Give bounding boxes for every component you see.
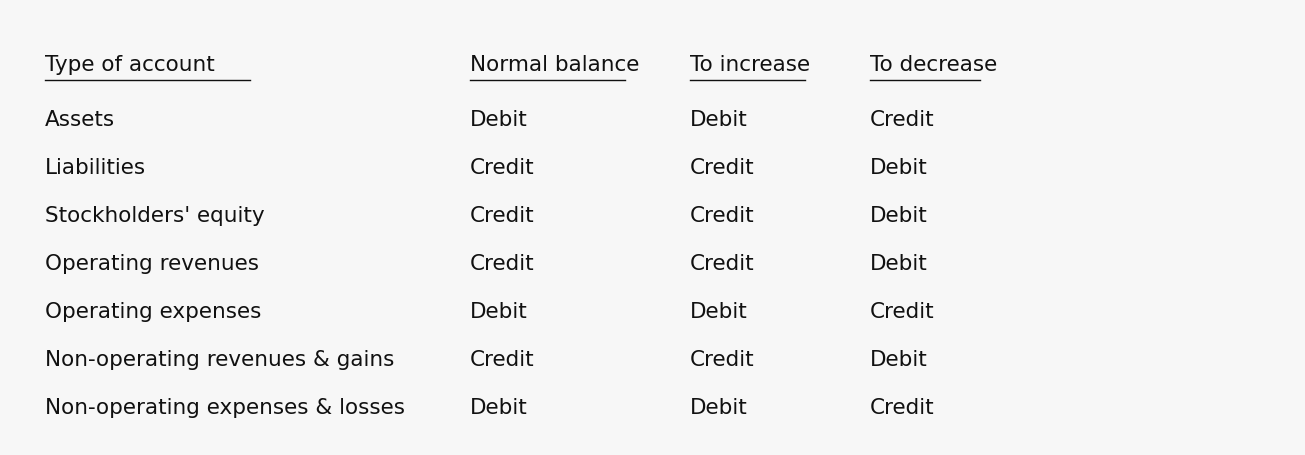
Text: Debit: Debit — [470, 397, 527, 417]
Text: Debit: Debit — [690, 301, 748, 321]
Text: Debit: Debit — [870, 157, 928, 177]
Text: Credit: Credit — [690, 349, 754, 369]
Text: Non-operating expenses & losses: Non-operating expenses & losses — [44, 397, 405, 417]
Text: Credit: Credit — [870, 301, 934, 321]
Text: Credit: Credit — [870, 110, 934, 130]
Text: To increase: To increase — [690, 55, 810, 75]
Text: Credit: Credit — [690, 206, 754, 226]
Text: Operating revenues: Operating revenues — [44, 253, 258, 273]
Text: Credit: Credit — [870, 397, 934, 417]
Text: Stockholders' equity: Stockholders' equity — [44, 206, 265, 226]
Text: Credit: Credit — [470, 206, 535, 226]
Text: Debit: Debit — [870, 253, 928, 273]
Text: Debit: Debit — [690, 110, 748, 130]
Text: Credit: Credit — [690, 157, 754, 177]
Text: Debit: Debit — [690, 397, 748, 417]
Text: Operating expenses: Operating expenses — [44, 301, 261, 321]
Text: Debit: Debit — [870, 349, 928, 369]
Text: Credit: Credit — [690, 253, 754, 273]
Text: Debit: Debit — [470, 301, 527, 321]
Text: Credit: Credit — [470, 253, 535, 273]
Text: To decrease: To decrease — [870, 55, 997, 75]
Text: Non-operating revenues & gains: Non-operating revenues & gains — [44, 349, 394, 369]
Text: Debit: Debit — [470, 110, 527, 130]
Text: Liabilities: Liabilities — [44, 157, 146, 177]
Text: Credit: Credit — [470, 349, 535, 369]
Text: Normal balance: Normal balance — [470, 55, 639, 75]
Text: Debit: Debit — [870, 206, 928, 226]
Text: Credit: Credit — [470, 157, 535, 177]
Text: Assets: Assets — [44, 110, 115, 130]
Text: Type of account: Type of account — [44, 55, 215, 75]
